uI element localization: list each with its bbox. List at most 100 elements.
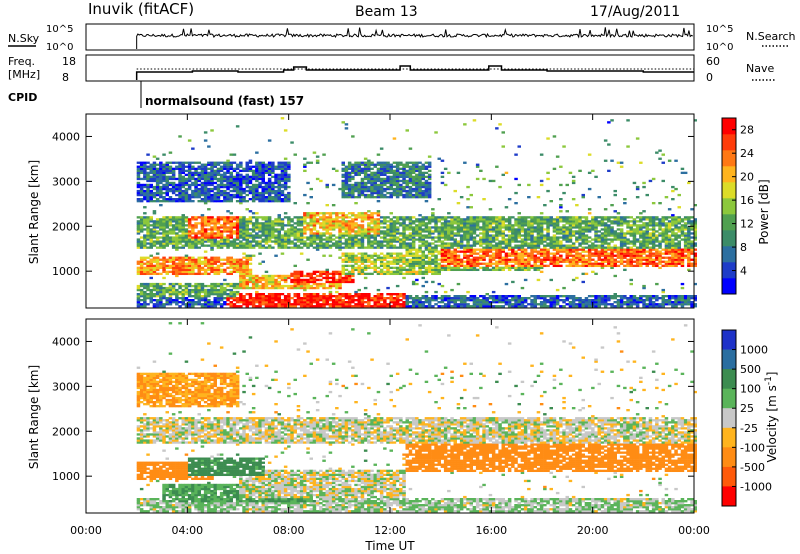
power-cell [296, 280, 301, 284]
power-cell [175, 220, 179, 223]
power-cell [194, 272, 198, 276]
power-cell [139, 216, 144, 219]
power-cell [219, 218, 224, 221]
power-cell [354, 226, 358, 229]
power-cell [226, 240, 230, 243]
power-cell [488, 236, 493, 239]
power-cell [191, 268, 195, 272]
power-cell [226, 198, 230, 201]
power-cell [149, 293, 153, 296]
power-cell [456, 222, 461, 225]
power-cell [229, 189, 233, 193]
power-cell [299, 305, 304, 308]
power-cell [248, 244, 253, 247]
power-cell [187, 303, 192, 306]
power-cell [178, 301, 182, 304]
power-cell [235, 189, 240, 193]
power-cell [447, 266, 451, 270]
power-cell [411, 297, 416, 300]
power-cell [267, 179, 272, 183]
power-cell [136, 301, 141, 304]
cpid-mode-text: normalsound (fast) 157 [145, 94, 304, 108]
power-cell [296, 236, 301, 239]
power-cell [456, 171, 461, 175]
power-cell [200, 173, 205, 177]
power-cell [376, 183, 381, 187]
power-cell [328, 254, 333, 257]
power-cell [459, 240, 464, 243]
power-cell [418, 254, 422, 257]
power-cell [168, 161, 173, 164]
power-cell [418, 248, 422, 251]
power-cell [162, 187, 166, 191]
power-cell [363, 196, 368, 199]
power-cell [296, 224, 301, 227]
power-cell [274, 222, 278, 225]
power-cell [139, 258, 144, 261]
power-cell [162, 246, 166, 249]
power-cell [200, 234, 205, 237]
power-cell [338, 293, 342, 296]
power-cell [235, 268, 240, 272]
power-cell [527, 256, 531, 259]
power-cell [338, 224, 342, 227]
power-cell [376, 258, 381, 261]
power-cell [479, 258, 483, 261]
power-cell [504, 256, 509, 259]
power-cell [319, 272, 323, 276]
power-cell [283, 295, 288, 298]
power-cell [376, 185, 381, 189]
power-cell [283, 280, 288, 284]
power-cell [411, 254, 416, 257]
power-cell [261, 244, 265, 247]
power-cell [181, 270, 185, 274]
power-cell [143, 196, 147, 199]
power-cell [533, 254, 537, 257]
power-cell [271, 301, 275, 304]
power-cell [175, 240, 179, 243]
power-cell [357, 165, 361, 168]
power-cell [203, 216, 208, 219]
power-cell [235, 187, 240, 191]
power-cell [389, 232, 393, 235]
power-cell [530, 228, 534, 231]
power-cell [514, 295, 518, 298]
power-cell [453, 252, 457, 255]
power-cell [360, 234, 365, 237]
power-cell [447, 254, 451, 257]
power-cell [335, 270, 339, 274]
power-cell [463, 123, 467, 126]
power-cell [370, 226, 374, 229]
power-cell [456, 268, 461, 272]
power-cell [312, 234, 317, 237]
power-cell [440, 224, 445, 227]
power-cell [456, 242, 461, 245]
power-cell [367, 303, 371, 306]
power-cell [267, 238, 272, 241]
power-cell [325, 246, 329, 249]
power-cell [139, 303, 144, 306]
power-cell [175, 200, 179, 203]
power-cell [456, 232, 461, 235]
power-cell [338, 228, 342, 231]
power-cell [440, 248, 445, 251]
power-cell [271, 297, 275, 300]
power-cell [357, 169, 361, 173]
power-cell [229, 220, 233, 223]
power-cell [219, 200, 224, 203]
power-cell [511, 250, 515, 253]
power-cell [437, 270, 441, 274]
power-cell [155, 260, 160, 263]
power-cell [155, 264, 160, 268]
power-cell [146, 293, 150, 296]
power-cell [315, 232, 320, 235]
power-cell [411, 264, 416, 268]
power-cell [283, 177, 288, 181]
power-cell [248, 191, 253, 195]
power-cell [251, 191, 256, 195]
power-cell [159, 266, 163, 270]
power-cell [197, 238, 201, 241]
power-cell [421, 297, 425, 300]
power-cell [427, 175, 432, 179]
power-cell [175, 236, 179, 239]
